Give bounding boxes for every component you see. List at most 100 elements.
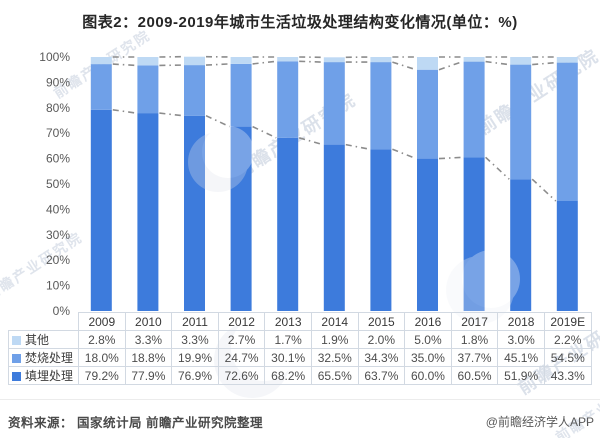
series-connector-line xyxy=(298,137,324,146)
bar-segment xyxy=(323,57,345,63)
series-connector-line xyxy=(485,60,510,66)
table-year-header: 2017 xyxy=(450,312,499,331)
series-connector-line xyxy=(531,178,557,202)
table-value-cell: 77.9% xyxy=(124,366,173,385)
bar-segment xyxy=(230,57,252,64)
footer: 资料来源： 国家统计局 前瞻产业研究院整理 @前瞻经济学人APP xyxy=(0,399,600,438)
series-connector-line xyxy=(205,114,230,128)
bar-segment xyxy=(510,179,532,311)
series-connector-line xyxy=(252,125,277,139)
bar-segment xyxy=(90,64,112,110)
series-connector-line xyxy=(345,143,370,150)
y-axis-tick-label: 100% xyxy=(39,50,70,64)
y-axis-tick-label: 90% xyxy=(46,75,70,89)
y-axis-tick-label: 40% xyxy=(46,202,70,216)
y-axis-tick-label: 10% xyxy=(46,279,70,293)
table-value-cell: 2.7% xyxy=(217,330,266,349)
bar-segment xyxy=(90,109,112,311)
bar-segment xyxy=(370,149,392,311)
table-value-cell: 1.8% xyxy=(450,330,499,349)
y-axis-tick-label: 60% xyxy=(46,152,70,166)
series-connector-line xyxy=(205,63,230,66)
bar-segment xyxy=(184,56,205,66)
table-year-header: 2014 xyxy=(310,312,359,331)
bar-segment xyxy=(556,201,578,311)
table-year-header: 2009 xyxy=(78,312,126,331)
table-value-cell: 2.0% xyxy=(357,330,406,349)
table-value-cell: 24.7% xyxy=(217,348,266,367)
bar-segment xyxy=(90,57,112,65)
series-connector-line xyxy=(392,148,417,160)
bar-segment xyxy=(417,158,438,311)
series-connector-line xyxy=(392,61,417,71)
table-value-cell: 45.1% xyxy=(497,348,545,367)
series-connector-line xyxy=(438,156,463,160)
table-corner-cell xyxy=(9,313,79,331)
data-table: 2009 2010 2011 2012 2013 2014 2015 2016 2017 2018… xyxy=(8,312,592,385)
table-row: 焚烧处理 18.0% 18.8% 19.9% 24.7% 30.1% 32.5% 34.3% 3… xyxy=(8,348,592,367)
chart-svg: 0% 10% 20% 30% 40% 50% 60% 70% 80% 90% 100% xyxy=(39,50,578,315)
bar-segment xyxy=(510,64,532,180)
series-label-cell: 其他 xyxy=(8,330,79,349)
table-row: 其他 2.8% 3.3% 3.3% 2.7% 1.7% 1.9% 2.0% 5.0% 1.8% 3.… xyxy=(8,330,592,349)
table-year-header: 2010 xyxy=(124,312,173,331)
bar-segment xyxy=(137,113,159,311)
series-connector-line xyxy=(252,60,277,65)
table-year-header: 2018 xyxy=(497,312,545,331)
series-connector-line xyxy=(532,61,556,66)
table-value-cell: 18.0% xyxy=(78,348,126,367)
table-year-header: 2011 xyxy=(171,312,219,331)
bar-segment xyxy=(463,61,485,158)
table-year-header: 2012 xyxy=(217,312,266,331)
table-value-cell: 32.5% xyxy=(310,348,359,367)
series-label-cell: 填埋处理 xyxy=(8,366,79,385)
series-connector-line xyxy=(112,109,137,114)
y-axis-tick-label: 50% xyxy=(46,177,70,191)
table-value-cell: 3.3% xyxy=(124,330,173,349)
bar-segment xyxy=(370,62,392,150)
table-value-cell: 51.9% xyxy=(497,366,545,385)
table-value-cell: 43.3% xyxy=(543,366,592,385)
series-connector-line xyxy=(299,60,323,63)
table-value-cell: 1.9% xyxy=(310,330,359,349)
table-value-cell: 2.2% xyxy=(543,330,592,349)
legend-key-icon xyxy=(12,372,21,381)
table-value-cell: 1.7% xyxy=(264,330,312,349)
table-value-cell: 37.7% xyxy=(450,348,499,367)
table-value-cell: 60.5% xyxy=(450,366,499,385)
table-value-cell: 34.3% xyxy=(357,348,406,367)
bar-segment xyxy=(556,62,578,201)
bar-segment xyxy=(323,144,345,311)
table-year-row: 2009 2010 2011 2012 2013 2014 2015 2016 2017 2018… xyxy=(9,312,592,331)
table-value-cell: 3.0% xyxy=(497,330,545,349)
source-note: 资料来源： 国家统计局 前瞻产业研究院整理 xyxy=(8,416,263,430)
table-value-cell: 35.0% xyxy=(404,348,452,367)
legend-key-icon xyxy=(12,336,21,345)
bar-segment xyxy=(184,115,205,311)
bar-segment xyxy=(137,57,159,66)
series-connector-line xyxy=(485,156,510,180)
table-value-cell: 30.1% xyxy=(264,348,312,367)
series-connector-line xyxy=(112,63,137,67)
table-value-cell: 18.8% xyxy=(124,348,173,367)
table-value-cell: 72.6% xyxy=(217,366,266,385)
table-value-cell: 63.7% xyxy=(357,366,406,385)
app-credit: @前瞻经济学人APP xyxy=(485,415,594,429)
bar-segment xyxy=(323,62,345,145)
table-value-cell: 60.0% xyxy=(404,366,452,385)
table-value-cell: 79.2% xyxy=(78,366,126,385)
y-axis-tick-label: 80% xyxy=(46,101,70,115)
y-axis-tick-label: 0% xyxy=(53,304,71,315)
bar-segment xyxy=(463,57,485,62)
bar-segment xyxy=(463,157,485,311)
series-connector-line xyxy=(159,112,184,117)
y-axis-tick-label: 70% xyxy=(46,126,70,140)
bar-segment xyxy=(277,137,299,311)
y-axis-tick-label: 30% xyxy=(46,228,70,242)
bar-segment xyxy=(230,63,252,127)
series-label-cell: 焚烧处理 xyxy=(8,348,79,367)
series-connector-line xyxy=(438,60,463,71)
table-row: 填埋处理 79.2% 77.9% 76.9% 72.6% 68.2% 65.5% 63.7% 6… xyxy=(8,366,592,385)
table-value-cell: 2.8% xyxy=(78,330,126,349)
